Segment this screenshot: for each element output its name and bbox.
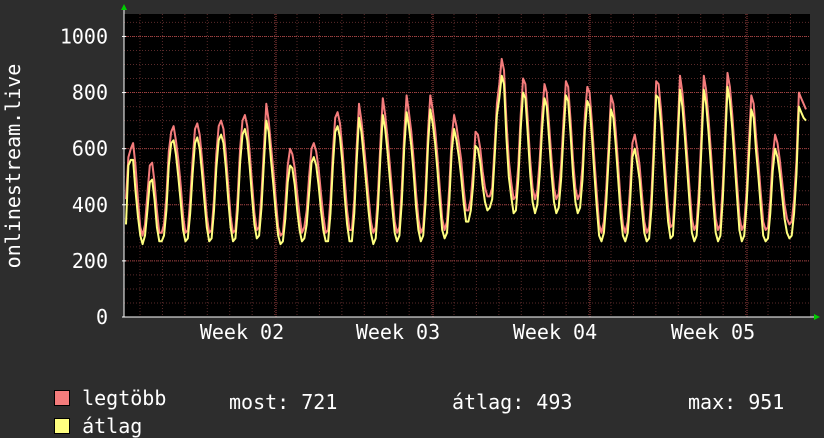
y-tick-label: 800 <box>72 81 108 105</box>
stat-maximum: max: 951 <box>688 390 785 414</box>
stat-current: most: 721 <box>229 390 338 414</box>
legend-item-max: legtöbb <box>30 362 166 410</box>
x-tick-label: Week 02 <box>200 320 284 344</box>
axes <box>121 4 820 320</box>
y-tick-label: 400 <box>72 193 108 217</box>
x-axis-arrow-icon <box>814 314 820 320</box>
legend-label-avg: átlag <box>82 414 143 438</box>
legend-swatch-avg <box>54 418 71 434</box>
series-layer <box>125 57 807 246</box>
legend-swatch-max <box>54 390 71 406</box>
series-line-1 <box>125 74 807 246</box>
x-tick-label: Week 05 <box>671 320 755 344</box>
x-tick-label: Week 04 <box>513 320 597 344</box>
y-tick-label: 200 <box>72 249 108 273</box>
y-axis-label: onlinestream.live <box>1 64 25 269</box>
legend-item-avg: átlag <box>30 390 142 438</box>
y-ticks: 0 200 400 600 800 1000 <box>60 24 126 329</box>
y-axis-arrow-icon <box>121 4 127 10</box>
x-ticks: Week 02 Week 03 Week 04 Week 05 <box>200 320 755 344</box>
stat-average: átlag: 493 <box>452 390 573 414</box>
x-tick-label: Week 03 <box>356 320 440 344</box>
y-tick-label: 0 <box>96 305 108 329</box>
legend-label-max: legtöbb <box>82 386 167 410</box>
y-tick-label: 1000 <box>60 24 108 48</box>
y-tick-label: 600 <box>72 137 108 161</box>
